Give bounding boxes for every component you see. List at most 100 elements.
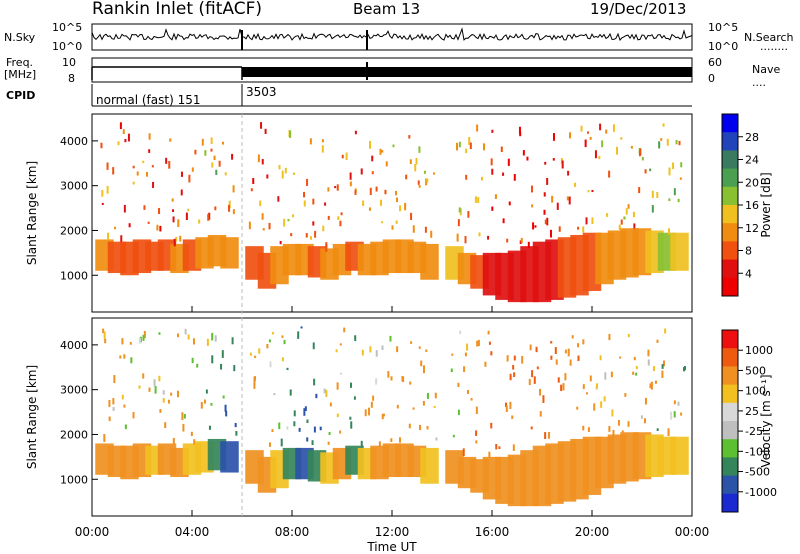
power-cells-speckle xyxy=(543,209,546,215)
vel-cells-speckle xyxy=(470,398,473,401)
vel-cells-speckle xyxy=(667,428,670,437)
power-cells-speckle xyxy=(132,181,135,185)
cpid-segment-2: 3503 xyxy=(246,85,277,99)
vel-cells-speckle xyxy=(220,363,223,370)
vel-cells-speckle xyxy=(544,432,547,440)
vel-cells-speckle xyxy=(266,343,269,349)
velocity-ylabel: Slant Range [km] xyxy=(25,365,39,469)
power-cells-speckle xyxy=(582,226,585,233)
vel-cells-speckle xyxy=(589,375,592,382)
power-cells-speckle xyxy=(106,185,109,194)
power-cells-speckle xyxy=(502,172,505,176)
power-cells-speckle xyxy=(324,202,327,206)
power-cells-speckle xyxy=(644,169,647,174)
power-cells-speckle xyxy=(262,228,265,231)
power-cells-speckle xyxy=(522,150,525,156)
freq-tick-8: 8 xyxy=(68,72,75,85)
colorbar-swatch xyxy=(722,330,738,349)
power-cells-speckle xyxy=(507,158,510,166)
power-cells-speckle xyxy=(519,240,522,244)
power-cells-speckle xyxy=(159,225,162,232)
vel-cells-speckle xyxy=(587,427,590,432)
power-cells-speckle xyxy=(598,156,601,160)
power-cells-speckle xyxy=(305,233,308,238)
power-cells-speckle xyxy=(587,190,590,193)
vel-cells-speckle xyxy=(555,359,558,365)
power-cells-speckle xyxy=(381,221,384,224)
vel-cells-speckle xyxy=(459,330,462,335)
power-cells-speckle xyxy=(290,233,293,237)
vel-cells-speckle xyxy=(557,377,560,383)
power-cells-speckle xyxy=(232,209,235,215)
power-cells-speckle xyxy=(405,174,408,180)
power-cells-speckle xyxy=(456,142,459,151)
nsearch-label: N.Search xyxy=(744,31,794,44)
vel-cells-speckle xyxy=(640,415,643,419)
power-cells-speckle xyxy=(546,177,549,185)
power-cells-speckle xyxy=(218,160,221,167)
vel-cells-speckle xyxy=(426,392,429,399)
vel-cells-speckle xyxy=(124,424,127,430)
vel-cells-speckle xyxy=(586,392,589,395)
vel-cells-speckle xyxy=(253,376,256,385)
beam-label: Beam 13 xyxy=(353,0,420,18)
power-cells-speckle xyxy=(480,176,483,181)
vel-cells-speckle xyxy=(315,393,318,399)
vel-cells-speckle xyxy=(361,349,364,356)
power-cells-speckle xyxy=(369,140,372,149)
power-cells-speckle xyxy=(601,140,604,148)
count-tick-left-top: 10^5 xyxy=(52,21,82,34)
vel-cells-speckle xyxy=(509,401,512,409)
power-cells-speckle xyxy=(250,188,253,192)
vel-cells-speckle xyxy=(339,343,342,346)
colorbar-swatch xyxy=(722,402,738,422)
vel-cells-speckle xyxy=(513,355,516,361)
power-cells-speckle xyxy=(584,139,587,148)
power-cells-speckle xyxy=(327,187,330,192)
vel-cells-speckle xyxy=(582,425,585,431)
colorbar-tick-label: 12 xyxy=(745,222,759,235)
xtick-label: 00:00 xyxy=(675,525,710,539)
nave-tick-60: 60 xyxy=(708,56,722,69)
vel-cells-speckle xyxy=(113,375,116,383)
vel-cells-speckle xyxy=(466,389,469,395)
power-cells-speckle xyxy=(546,217,549,226)
power-cells-speckle xyxy=(680,162,683,168)
power-cells-speckle xyxy=(605,129,608,134)
power-cells-speckle xyxy=(207,213,210,221)
power-cells-speckle xyxy=(381,150,384,153)
freq-unit: [MHz] xyxy=(4,68,36,81)
vel-cells-speckle xyxy=(132,412,135,419)
vel-cells-speckle xyxy=(434,392,437,399)
vel-cells-speckle xyxy=(521,355,524,364)
power-cells-speckle xyxy=(675,139,678,145)
count-tick-right-top: 10^5 xyxy=(708,21,738,34)
nsky-label: N.Sky xyxy=(4,31,36,44)
vel-cells-speckle xyxy=(224,404,227,412)
vel-cells-speckle xyxy=(599,355,602,361)
power-cells-speckle xyxy=(467,211,470,218)
power-cells-speckle xyxy=(408,135,411,139)
power-cells-speckle xyxy=(292,214,295,218)
power-cells-speckle xyxy=(530,185,533,193)
power-cells-speckle xyxy=(399,205,402,212)
velocity-colorbar-label: Velocity [m s⁻¹] xyxy=(759,374,773,467)
freq-tick-10: 10 xyxy=(62,56,76,69)
power-cells-speckle xyxy=(641,156,644,161)
vel-cells-speckle xyxy=(632,371,635,375)
vel-cells-speckle xyxy=(635,365,638,370)
power-cells-speckle xyxy=(277,196,280,202)
vel-cells-speckle xyxy=(477,339,480,347)
power-cells-speckle xyxy=(566,196,569,201)
vel-cells-speckle xyxy=(293,421,296,427)
power-cells-speckle xyxy=(260,122,263,129)
vel-cells-speckle xyxy=(123,404,126,408)
power-cells-speckle xyxy=(268,222,271,230)
colorbar-swatch xyxy=(722,277,738,297)
power-cells-speckle xyxy=(567,170,570,176)
power-cells-speckle xyxy=(638,187,641,194)
power-cells-speckle xyxy=(418,146,421,153)
power-cells-speckle xyxy=(552,133,555,141)
power-cells-speckle xyxy=(146,171,149,177)
power-cells-speckle xyxy=(418,185,421,188)
